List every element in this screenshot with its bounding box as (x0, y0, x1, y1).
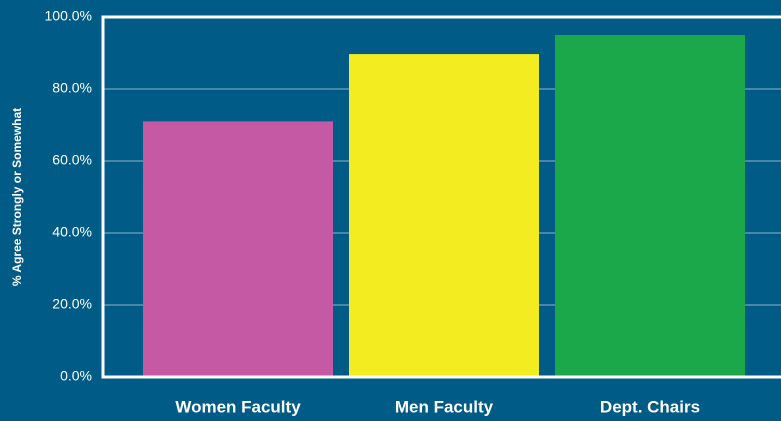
x-tick-label: Dept. Chairs (600, 397, 700, 416)
y-tick-label: 60.0% (52, 152, 92, 168)
y-tick-label: 0.0% (60, 368, 92, 384)
y-axis-label: % Agree Strongly or Somewhat (10, 108, 24, 286)
y-tick-label: 40.0% (52, 224, 92, 240)
x-tick-label: Men Faculty (395, 397, 494, 416)
bar (349, 54, 539, 378)
x-tick-label: Women Faculty (175, 397, 301, 416)
y-tick-label: 20.0% (52, 296, 92, 312)
y-tick-label: 80.0% (52, 80, 92, 96)
y-tick-label: 100.0% (45, 8, 92, 24)
bar (143, 121, 333, 378)
bar (555, 35, 745, 377)
plot-frame (101, 15, 781, 379)
